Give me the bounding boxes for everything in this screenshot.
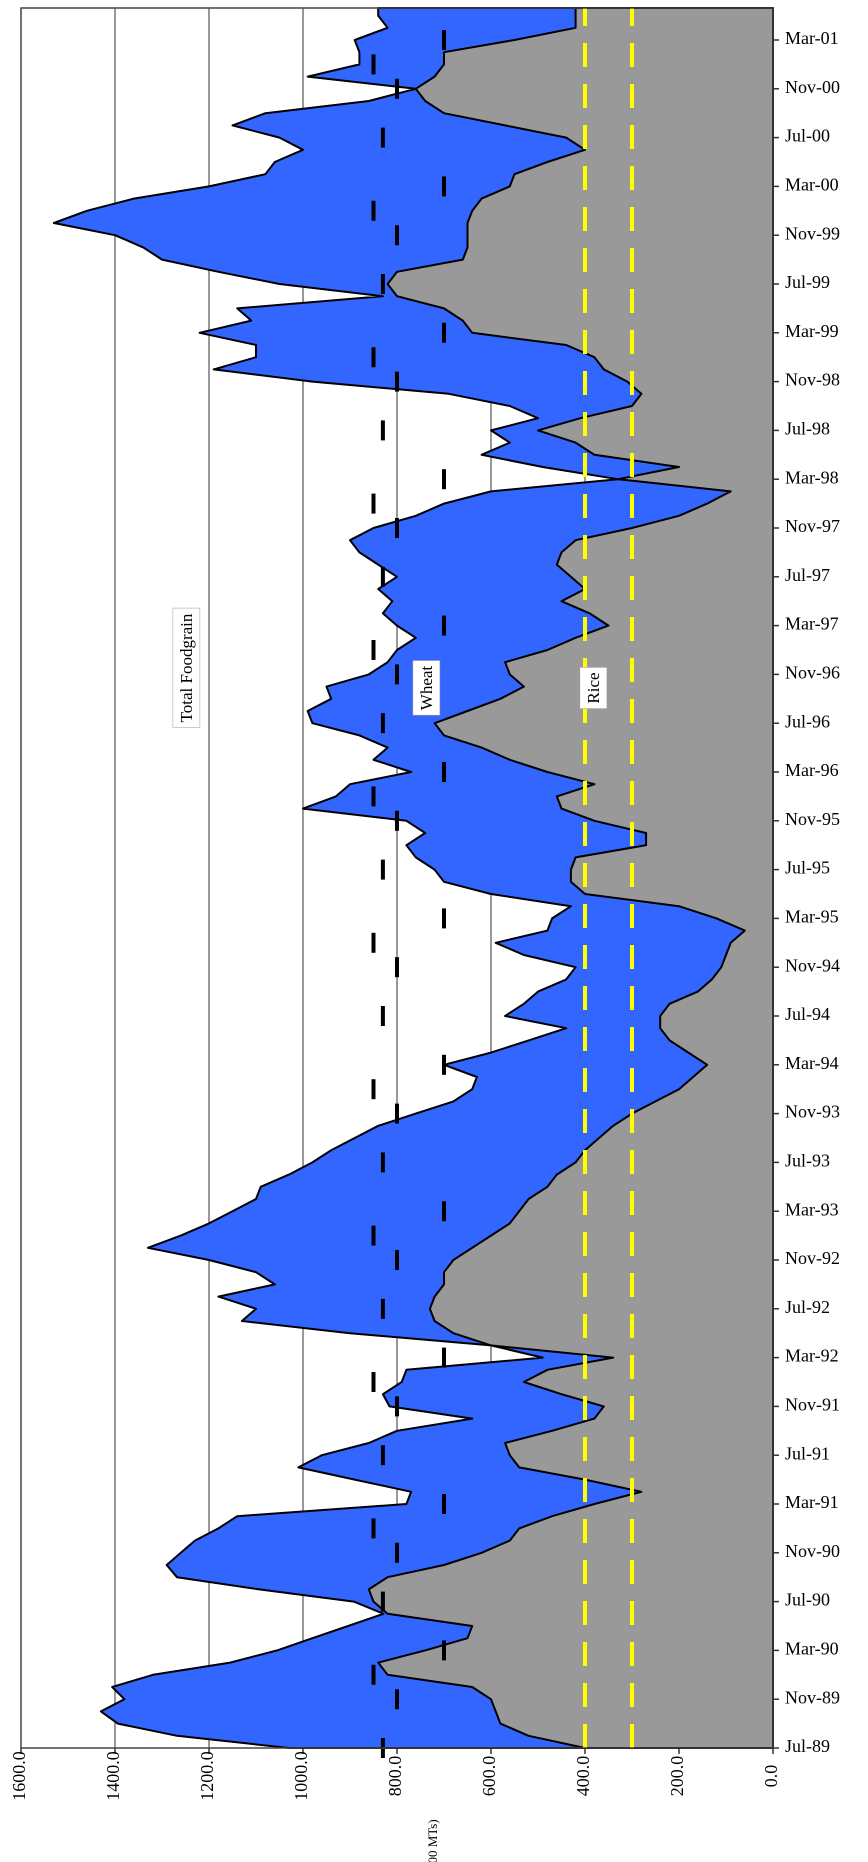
x-tick-label: Jul-90 [785, 1590, 830, 1610]
x-tick-label: Jul-98 [785, 419, 830, 439]
x-tick-label: Mar-91 [785, 1492, 839, 1512]
rice-area [367, 7, 774, 1749]
plot-border [20, 7, 774, 1749]
x-tick-label: Jul-91 [785, 1443, 830, 1463]
y-tick-label: 1200.0 [197, 1751, 217, 1801]
x-tick-label: Nov-92 [785, 1248, 840, 1268]
x-tick-label: Jul-93 [785, 1151, 830, 1171]
x-tick-label: Nov-90 [785, 1541, 840, 1561]
x-tick-label: Jul-92 [785, 1297, 830, 1317]
x-tick-label: Nov-96 [785, 663, 840, 683]
total-label: Total Foodgrain [177, 613, 196, 722]
x-tick-label: Jul-97 [785, 565, 830, 585]
y-tick-label: 400.0 [573, 1756, 593, 1797]
x-tick-label: Nov-97 [785, 516, 840, 536]
x-tick-label: Mar-94 [785, 1053, 839, 1073]
rice-label: Rice [584, 672, 603, 703]
y-tick-label: 0.0 [761, 1765, 781, 1788]
wheat-label-box [412, 660, 441, 716]
x-tick-label: Jul-94 [785, 1004, 830, 1024]
x-tick-label: Mar-97 [785, 614, 839, 634]
total-label-box [172, 607, 201, 728]
x-tick-label: Mar-99 [785, 321, 839, 341]
x-tick-label: Jul-99 [785, 272, 830, 292]
wheat-label: Wheat [417, 666, 436, 711]
x-tick-label: Mar-90 [785, 1639, 839, 1659]
y-tick-label: 1400.0 [103, 1751, 123, 1801]
x-tick-label: Nov-93 [785, 1102, 840, 1122]
rice-label-box [579, 667, 608, 709]
x-tick-label: Mar-01 [785, 28, 839, 48]
x-tick-label: Jul-89 [785, 1736, 830, 1756]
x-tick-label: Nov-89 [785, 1687, 840, 1707]
x-tick-label: Nov-98 [785, 370, 840, 390]
y-tick-label: 200.0 [667, 1756, 687, 1797]
x-tick-label: Nov-00 [785, 77, 840, 97]
x-tick-label: Jul-95 [785, 858, 830, 878]
x-tick-label: Mar-92 [785, 1346, 839, 1366]
x-tick-label: Nov-99 [785, 223, 840, 243]
x-tick-label: Nov-95 [785, 809, 840, 829]
y-tick-label: 1000.0 [291, 1751, 311, 1801]
x-tick-label: Jul-00 [785, 126, 830, 146]
x-tick-label: Mar-95 [785, 907, 839, 927]
y-tick-label: 600.0 [479, 1756, 499, 1797]
x-tick-label: Mar-93 [785, 1199, 839, 1219]
x-tick-label: Nov-94 [785, 955, 840, 975]
y-tick-label: 1600.0 [9, 1751, 29, 1801]
rotated-plot: 0.0 200.0 400.0 600.0 800.0 1000.0 1200.0 1400.… [9, 7, 840, 1862]
x-tick-label: Nov-91 [785, 1395, 840, 1415]
x-tick-label: Mar-96 [785, 760, 839, 780]
x-tick-label: Mar-98 [785, 467, 839, 487]
x-tick-label: Mar-00 [785, 175, 839, 195]
x-tick-label: Jul-96 [785, 711, 830, 731]
y-axis-title: ('000 MTs) [425, 1819, 440, 1862]
y-tick-label: 800.0 [385, 1756, 405, 1797]
